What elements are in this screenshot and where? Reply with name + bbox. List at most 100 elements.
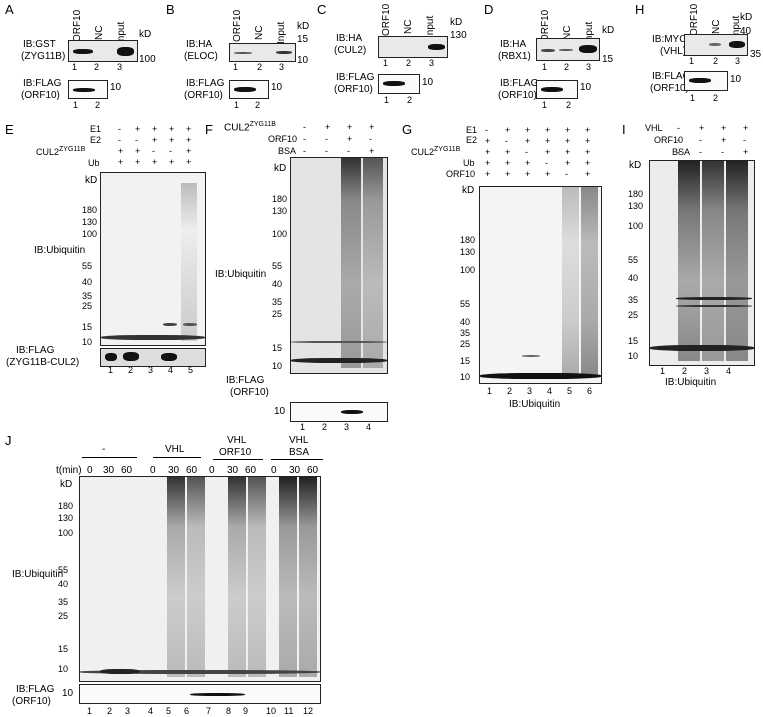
lane-label: ORF10 [689,3,700,36]
lane-number: 3 [117,62,123,72]
ib-label: IB:Ubiquitin [665,377,717,388]
mw-marker: 10 [460,372,471,382]
lane-number: 3 [148,365,154,375]
ib-sublabel: (ZYG11B) [21,51,66,62]
lane-number: 3 [704,366,710,376]
ib-label: IB:HA [500,39,527,50]
condition-mark: - [152,146,155,156]
condition-mark: + [525,136,531,146]
ib-label: IB:HA [186,39,213,50]
lane-label: NC [403,19,414,34]
time-value: 30 [227,465,239,476]
condition-mark: - [721,147,724,157]
mw-marker: 180 [272,194,288,204]
blot-flag [100,348,206,367]
panel-letter: D [484,2,494,17]
lane-label: Input [425,15,436,38]
mw-marker: 55 [58,565,69,575]
marker: 15 [297,34,309,45]
ib-sublabel: (ORF10) [21,90,60,101]
marker: 40 [740,26,752,37]
mw-marker: 25 [272,309,283,319]
mw-marker: 100 [460,265,476,275]
lane-label: NC [254,25,265,40]
lane-number: 1 [73,100,79,110]
time-value: 30 [168,465,180,476]
condition-mark: + [699,123,705,133]
condition-mark: + [565,125,571,135]
lane-number: 1 [87,706,93,716]
ib-sublabel: (ZYG11B-CUL2) [6,357,80,368]
blot-flag [229,80,269,99]
condition-mark: + [135,124,141,134]
mw-marker: 180 [58,501,74,511]
ib-label: IB:HA [336,33,363,44]
lane-number: 1 [487,386,493,396]
lane-number: 1 [72,62,78,72]
blot-flag [79,684,321,704]
condition-mark: + [186,146,192,156]
condition-mark: + [485,147,491,157]
condition-label: ORF10 [446,169,476,179]
condition-label: Ub [88,158,100,168]
mw-marker: 100 [82,229,98,239]
panel-letter: C [317,2,327,17]
mw-marker: 35 [82,291,93,301]
lane-number: 3 [527,386,533,396]
blot-ha [536,38,600,61]
blot-gst [68,40,138,62]
condition-mark: - [699,135,702,145]
ib-label: IB:Ubiquitin [34,245,86,256]
time-value: 60 [186,465,198,476]
group-label: VHL [289,435,309,446]
condition-mark: + [585,169,591,179]
ib-sublabel: (RBX1) [498,51,531,62]
condition-mark: - [565,169,568,179]
panel-letter: G [402,122,413,137]
panel-letter: H [635,2,645,17]
lane-number: 2 [406,58,412,68]
mw-marker: 35 [58,597,69,607]
panel-letter: E [5,122,14,137]
condition-mark: + [152,135,158,145]
marker: 10 [580,82,592,93]
mw-marker: 25 [460,339,471,349]
condition-label: E1 [466,125,478,135]
mw-marker: 25 [58,611,69,621]
condition-label: Ub [463,158,475,168]
blot-ubiquitin [479,186,602,384]
lane-number: 3 [125,706,131,716]
condition-mark: - [169,146,172,156]
condition-label: CUL2ZYG11B [411,146,461,157]
condition-mark: + [525,125,531,135]
mw-marker: 15 [58,644,69,654]
time-value: 60 [245,465,257,476]
time-label: t(min) [56,465,82,476]
marker: 10 [422,77,434,88]
lane-number: 1 [690,93,696,103]
condition-mark: + [485,136,491,146]
mw-marker: 15 [628,336,639,346]
lane-number: 2 [713,56,719,66]
panel-letter: B [166,2,175,17]
kd-label: kD [462,185,475,196]
ib-sublabel: (CUL2) [334,45,367,56]
kd-label: kD [450,17,463,28]
lane-number: 2 [564,62,570,72]
condition-mark: + [585,158,591,168]
mw-marker: 10 [628,351,639,361]
ib-sublabel: (VHL) [660,46,687,57]
lane-label: ORF10 [232,9,243,42]
lane-number: 1 [108,365,114,375]
marker: 35 [750,49,762,60]
lane-number: 2 [95,100,101,110]
lane-number: 1 [660,366,666,376]
time-value: 60 [307,465,319,476]
lane-number: 4 [148,706,154,716]
marker: 10 [271,82,283,93]
condition-mark: - [135,135,138,145]
ib-label: IB:Ubiquitin [215,269,267,280]
lane-number: 2 [94,62,100,72]
mw-marker: 25 [82,301,93,311]
mw-marker: 130 [58,513,74,523]
